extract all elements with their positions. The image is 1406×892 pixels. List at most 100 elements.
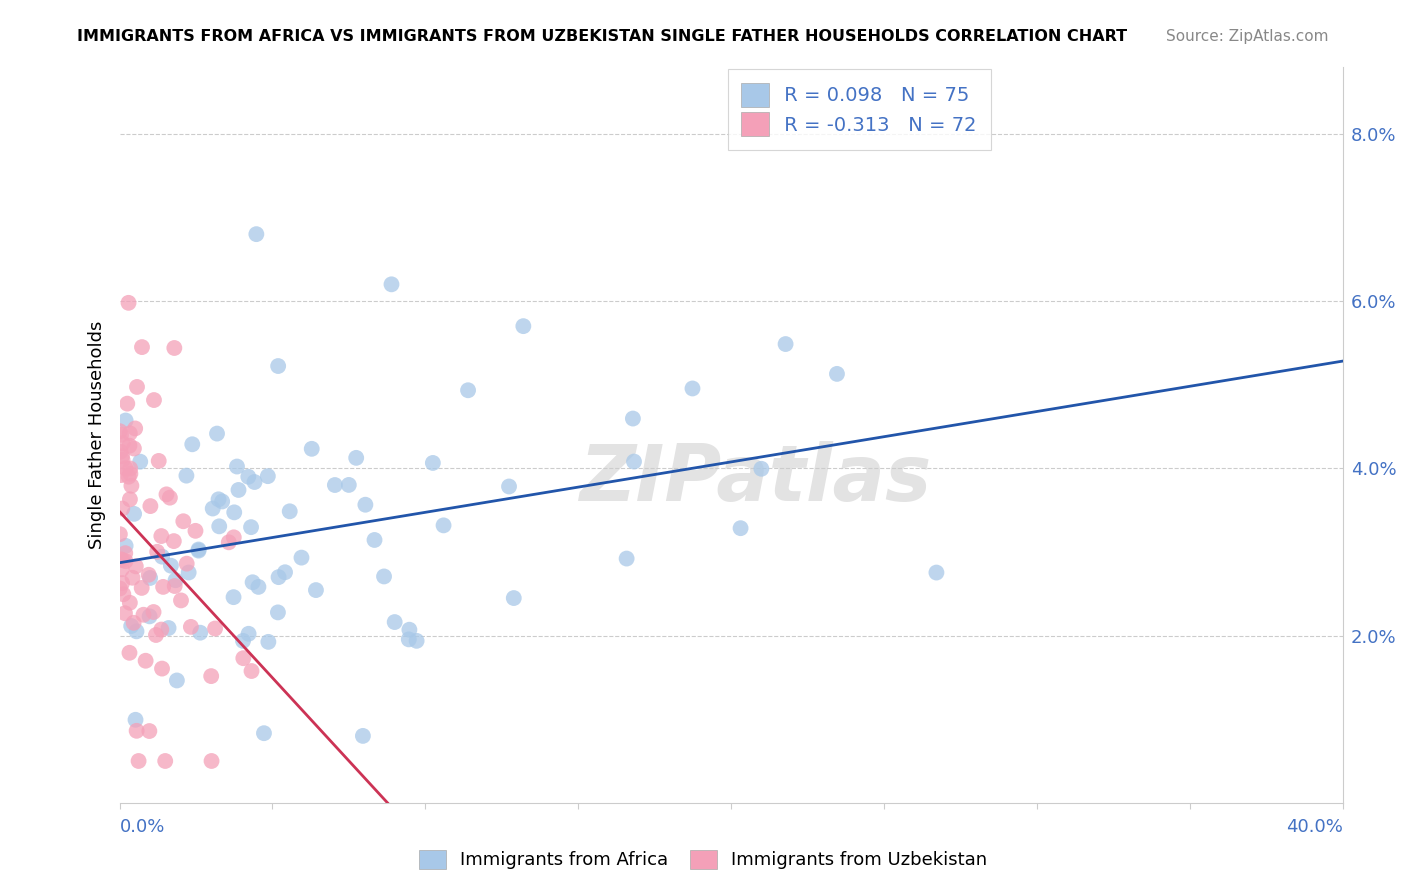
Point xyxy=(114,413,136,427)
Point xyxy=(305,583,328,598)
Point xyxy=(120,461,142,475)
Point xyxy=(150,623,173,637)
Point xyxy=(301,442,323,456)
Legend: Immigrants from Africa, Immigrants from Uzbekistan: Immigrants from Africa, Immigrants from … xyxy=(409,840,997,879)
Point xyxy=(120,619,142,633)
Point xyxy=(118,646,141,660)
Point xyxy=(200,669,222,683)
Point xyxy=(226,459,249,474)
Point xyxy=(253,726,276,740)
Point xyxy=(187,542,209,557)
Point xyxy=(128,754,150,768)
Point xyxy=(323,478,346,492)
Point xyxy=(111,553,134,567)
Point xyxy=(290,550,312,565)
Point xyxy=(224,505,246,519)
Point xyxy=(160,558,183,573)
Point xyxy=(247,580,270,594)
Point xyxy=(512,319,534,334)
Point xyxy=(139,499,162,513)
Point xyxy=(278,504,301,518)
Point xyxy=(125,559,148,574)
Point xyxy=(257,635,280,649)
Point xyxy=(238,469,260,483)
Point xyxy=(200,754,222,768)
Point xyxy=(112,587,135,601)
Point xyxy=(184,524,207,538)
Point xyxy=(352,729,374,743)
Point xyxy=(159,491,181,505)
Point xyxy=(925,566,948,580)
Point xyxy=(240,520,263,534)
Point xyxy=(148,454,170,468)
Point xyxy=(166,673,188,688)
Point xyxy=(121,571,143,585)
Point xyxy=(110,468,132,483)
Point xyxy=(242,575,264,590)
Point xyxy=(243,475,266,489)
Point xyxy=(135,654,157,668)
Point xyxy=(110,444,132,458)
Point xyxy=(125,624,148,639)
Point xyxy=(373,569,395,583)
Point xyxy=(152,580,174,594)
Point xyxy=(122,615,145,630)
Point xyxy=(682,382,704,396)
Point xyxy=(132,607,155,622)
Text: ZIPatlas: ZIPatlas xyxy=(579,441,932,517)
Point xyxy=(240,664,263,678)
Point xyxy=(267,570,290,584)
Point xyxy=(337,478,360,492)
Point xyxy=(143,392,166,407)
Point xyxy=(181,437,204,451)
Point xyxy=(176,468,198,483)
Point xyxy=(232,633,254,648)
Point xyxy=(730,521,752,535)
Point xyxy=(274,566,297,580)
Point xyxy=(218,535,240,549)
Point xyxy=(131,340,153,354)
Point xyxy=(398,632,420,647)
Text: IMMIGRANTS FROM AFRICA VS IMMIGRANTS FROM UZBEKISTAN SINGLE FATHER HOUSEHOLDS CO: IMMIGRANTS FROM AFRICA VS IMMIGRANTS FRO… xyxy=(77,29,1128,44)
Point xyxy=(110,552,132,566)
Point xyxy=(354,498,377,512)
Point xyxy=(118,492,141,507)
Point xyxy=(142,605,165,619)
Point xyxy=(211,494,233,508)
Point xyxy=(502,591,524,605)
Point xyxy=(749,462,772,476)
Point xyxy=(363,533,385,547)
Point xyxy=(267,359,290,373)
Point xyxy=(205,426,228,441)
Point xyxy=(111,436,134,450)
Point xyxy=(108,527,131,541)
Point xyxy=(120,479,142,493)
Point xyxy=(150,662,173,676)
Point xyxy=(118,596,141,610)
Point xyxy=(111,453,134,467)
Point xyxy=(157,621,180,635)
Point xyxy=(114,546,136,560)
Legend:  R = 0.098   N = 75,  R = -0.313   N = 72: R = 0.098 N = 75, R = -0.313 N = 72 xyxy=(728,70,990,150)
Point xyxy=(422,456,444,470)
Point xyxy=(111,501,134,516)
Point xyxy=(245,227,267,241)
Point xyxy=(114,554,136,568)
Point xyxy=(187,543,209,558)
Point xyxy=(170,593,193,607)
Point xyxy=(125,723,148,738)
Point xyxy=(380,277,402,292)
Point xyxy=(125,380,148,394)
Point xyxy=(222,530,245,544)
Point xyxy=(267,606,290,620)
Point xyxy=(150,529,173,543)
Point xyxy=(138,609,160,624)
Point xyxy=(122,507,145,521)
Point xyxy=(108,582,131,596)
Point xyxy=(117,397,139,411)
Point xyxy=(120,467,142,481)
Point xyxy=(150,549,173,564)
Point xyxy=(138,724,160,739)
Point xyxy=(139,571,162,585)
Point xyxy=(457,384,479,398)
